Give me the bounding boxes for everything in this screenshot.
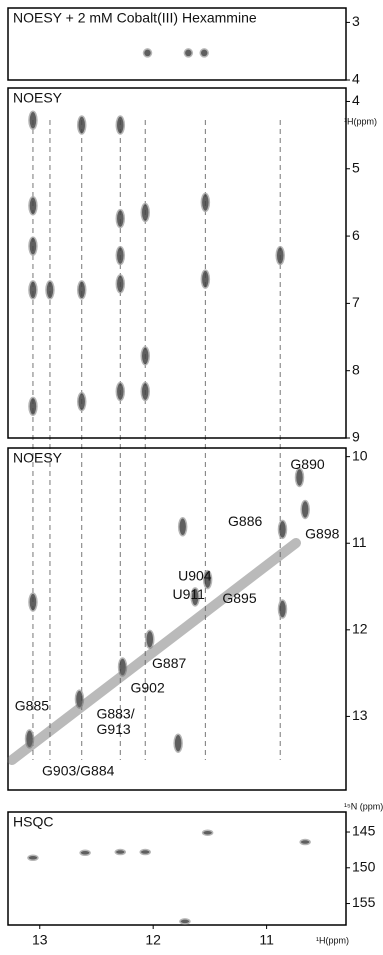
peak-label: G890 bbox=[290, 456, 324, 472]
peak bbox=[115, 850, 125, 855]
peak bbox=[29, 197, 37, 215]
peak bbox=[146, 630, 154, 648]
peak bbox=[141, 347, 149, 365]
y-tick-label: 4 bbox=[352, 92, 360, 108]
peak-label: G913 bbox=[96, 721, 130, 737]
peak bbox=[278, 520, 286, 538]
peak bbox=[116, 383, 124, 401]
peak bbox=[116, 116, 124, 134]
peak bbox=[276, 247, 284, 265]
y-tick-label: 5 bbox=[352, 159, 360, 175]
peak bbox=[116, 275, 124, 293]
y-tick-label: 6 bbox=[352, 227, 360, 243]
y-tick-label: 13 bbox=[352, 707, 368, 723]
x-tick-label: 12 bbox=[145, 932, 161, 948]
peak bbox=[46, 281, 54, 299]
y-tick-label: 155 bbox=[352, 894, 376, 910]
peak-label: G886 bbox=[228, 513, 262, 529]
peak bbox=[179, 518, 187, 536]
y-tick-label: 145 bbox=[352, 823, 376, 839]
peak-label: G902 bbox=[130, 679, 164, 695]
peak bbox=[180, 919, 190, 924]
x-tick-label: 11 bbox=[259, 932, 274, 948]
panel-title: NOESY bbox=[13, 450, 63, 466]
peak bbox=[278, 600, 286, 618]
peak bbox=[28, 855, 38, 860]
peak bbox=[201, 193, 209, 211]
peak bbox=[201, 270, 209, 288]
x-axis-label: ¹H(ppm) bbox=[316, 935, 349, 945]
peak bbox=[200, 49, 208, 57]
peak-label: G895 bbox=[222, 590, 256, 606]
peak bbox=[80, 850, 90, 855]
panel-title: NOESY bbox=[13, 90, 63, 106]
peak bbox=[29, 593, 37, 611]
peak bbox=[78, 281, 86, 299]
page: NOESY + 2 mM Cobalt(III) Hexammine 3 4 NOES… bbox=[0, 0, 383, 955]
panel-frame bbox=[8, 88, 346, 438]
y-tick-label: 8 bbox=[352, 361, 360, 377]
peak bbox=[184, 49, 192, 57]
peak-label: G885 bbox=[15, 698, 49, 714]
y-tick-label: 150 bbox=[352, 858, 376, 874]
axis-label: ¹H(ppm) bbox=[344, 116, 377, 126]
peak bbox=[301, 500, 309, 518]
peak bbox=[300, 840, 310, 845]
panel-title: NOESY + 2 mM Cobalt(III) Hexammine bbox=[13, 10, 257, 26]
peak bbox=[29, 111, 37, 129]
peak bbox=[78, 393, 86, 411]
y-tick-label: 9 bbox=[352, 429, 360, 445]
peak-label: G883/ bbox=[96, 705, 134, 721]
peak bbox=[29, 397, 37, 415]
peak bbox=[78, 116, 86, 134]
x-tick-label: 13 bbox=[32, 932, 48, 948]
panel-title: HSQC bbox=[13, 814, 53, 830]
peak bbox=[116, 247, 124, 265]
peak bbox=[144, 49, 152, 57]
peak bbox=[203, 830, 213, 835]
y-tick-label: 11 bbox=[352, 534, 367, 550]
diagonal bbox=[12, 543, 296, 760]
peak bbox=[29, 237, 37, 255]
figure: NOESY + 2 mM Cobalt(III) Hexammine 3 4 NOES… bbox=[0, 0, 383, 955]
peak-label: G887 bbox=[152, 655, 186, 671]
peak bbox=[174, 734, 182, 752]
peak bbox=[116, 210, 124, 228]
y-tick-label: 7 bbox=[352, 294, 360, 310]
peak bbox=[29, 281, 37, 299]
y-tick-label: 3 bbox=[352, 13, 360, 29]
axis-label: ¹⁵N (ppm) bbox=[344, 801, 383, 811]
peak-label: U904 bbox=[178, 568, 212, 584]
y-tick-label: 12 bbox=[352, 621, 368, 637]
peak bbox=[140, 850, 150, 855]
y-tick-label: 4 bbox=[352, 71, 360, 87]
peak bbox=[141, 204, 149, 222]
y-tick-label: 10 bbox=[352, 447, 368, 463]
peak-label: G898 bbox=[305, 525, 339, 541]
peak-label: G903/G884 bbox=[42, 763, 115, 779]
peak-label: U911 bbox=[172, 586, 205, 602]
peak bbox=[141, 383, 149, 401]
panel-frame bbox=[8, 812, 346, 925]
